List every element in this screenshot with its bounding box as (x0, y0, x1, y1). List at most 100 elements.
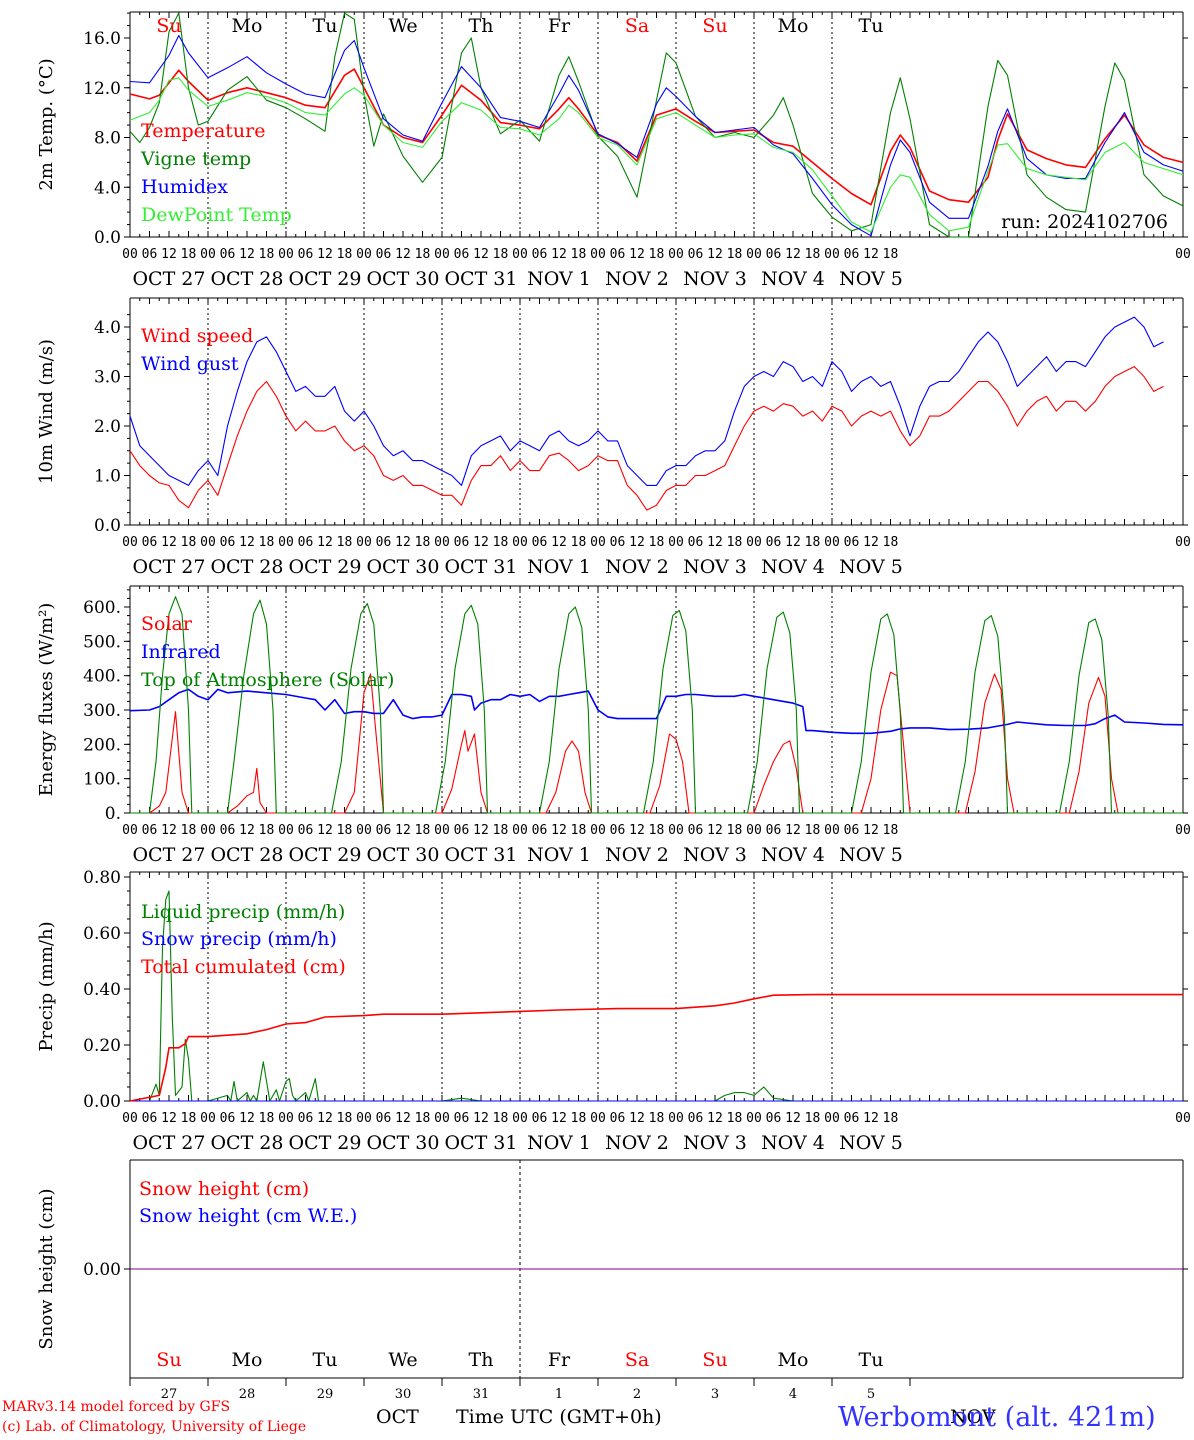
panel-precip-hour-label: 00 (434, 1111, 450, 1126)
day-label-bottom: We (388, 1349, 417, 1371)
panel-temp-date-label: NOV 2 (605, 268, 669, 290)
panel-energy-ytick-label: 300. (83, 701, 121, 721)
panel-wind-hour-label: 06 (844, 535, 860, 550)
panel-wind-hour-label: 12 (551, 535, 567, 550)
panel-energy-hour-label: 12 (707, 823, 723, 838)
panel-precip-hour-label: 12 (317, 1111, 333, 1126)
panel-wind-hour-label: 00 (122, 535, 138, 550)
day-label-top: We (388, 15, 417, 37)
panel-energy-series-infrared (129, 688, 1184, 735)
lab-credit: (c) Lab. of Climatology, University of L… (2, 1419, 307, 1435)
panel-precip-hour-label: 00 (356, 1111, 372, 1126)
panel-precip-ytick-label: 0.20 (83, 1036, 121, 1056)
panel-temp-hour-label: 06 (610, 247, 626, 262)
panel-temp-hour-label: 06 (142, 247, 158, 262)
panel-temp-series-dewpoint-temp (129, 77, 1184, 233)
panel-energy-ytick-label: 100. (83, 770, 121, 790)
panel-wind-hour-label: 18 (649, 535, 665, 550)
panel-temp-hour-label: 12 (629, 247, 645, 262)
panel-wind-date-label: NOV 5 (839, 556, 903, 578)
panel-precip-hour-label: 18 (571, 1111, 587, 1126)
panel-wind-hour-label: 00 (590, 535, 606, 550)
panel-precip-date-label: NOV 5 (839, 1132, 903, 1154)
panel-energy-hour-label: 06 (688, 823, 704, 838)
panel-wind-hour-label: 06 (220, 535, 236, 550)
panel-temp-hour-label: 06 (688, 247, 704, 262)
panel-wind-date-label: OCT 30 (366, 556, 439, 578)
panel-energy-hour-label: 12 (863, 823, 879, 838)
panel-temp-hour-label: 12 (473, 247, 489, 262)
panel-precip-hour-label: 12 (785, 1111, 801, 1126)
panel-temp-hour-label: 18 (181, 247, 197, 262)
panel-wind-series-wind-speed (129, 366, 1164, 511)
panel-temp-date-label: OCT 29 (288, 268, 361, 290)
panel-temp-hour-label: 12 (161, 247, 177, 262)
panel-precip-hour-label: 00 (122, 1111, 138, 1126)
panel-precip-date-label: OCT 27 (132, 1132, 205, 1154)
day-number-label: 4 (789, 1387, 797, 1402)
panel-wind-ytick-label: 1.0 (94, 467, 121, 487)
panel-wind-hour-label: 00 (434, 535, 450, 550)
panel-temp-legend-humidex: Humidex (141, 176, 228, 198)
day-number-label: 29 (317, 1387, 334, 1402)
day-number-label: 30 (395, 1387, 412, 1402)
panel-temp-hour-label: 06 (766, 247, 782, 262)
panel-precip-hour-label: 18 (883, 1111, 899, 1126)
day-label-bottom: Sa (625, 1349, 649, 1371)
panel-temp-legend-temperature: Temperature (141, 120, 265, 142)
panel-energy-hour-label: 06 (376, 823, 392, 838)
day-number-label: 28 (239, 1387, 256, 1402)
panel-temp-hour-label: 18 (727, 247, 743, 262)
panel-wind-hour-label: 06 (688, 535, 704, 550)
panel-temp-date-label: OCT 27 (132, 268, 205, 290)
panel-precip-ylabel: Precip (mm/h) (36, 921, 57, 1051)
panel-snow-legend-snow-height-cm-w-e-: Snow height (cm W.E.) (139, 1205, 357, 1227)
panel-energy-hour-label: 12 (317, 823, 333, 838)
model-credit: MARv3.14 model forced by GFS (2, 1399, 231, 1415)
panel-temp-hour-label: 18 (337, 247, 353, 262)
panel-energy-hour-label: 00 (1175, 823, 1191, 838)
panel-wind-date-label: NOV 1 (527, 556, 591, 578)
panel-wind-hour-label: 12 (629, 535, 645, 550)
panel-energy-ytick-label: 500. (83, 632, 121, 652)
panel-wind-date-label: OCT 27 (132, 556, 205, 578)
panel-precip-hour-label: 18 (181, 1111, 197, 1126)
panel-precip-hour-label: 06 (220, 1111, 236, 1126)
panel-energy-hour-label: 06 (766, 823, 782, 838)
panel-energy-hour-label: 18 (493, 823, 509, 838)
panel-energy-hour-label: 00 (122, 823, 138, 838)
panel-temp-hour-label: 12 (785, 247, 801, 262)
panel-precip-hour-label: 12 (629, 1111, 645, 1126)
panel-energy-date-label: OCT 30 (366, 844, 439, 866)
panel-wind-hour-label: 00 (200, 535, 216, 550)
panel-precip-hour-label: 12 (239, 1111, 255, 1126)
panel-energy-hour-label: 06 (610, 823, 626, 838)
panel-precip-hour-label: 00 (1175, 1111, 1191, 1126)
panel-precip-series-liquid-precip-mm-h- (130, 890, 1183, 1102)
panel-energy-legend-infrared: Infrared (141, 641, 221, 663)
panel-precip-hour-label: 18 (805, 1111, 821, 1126)
panel-wind-hour-label: 12 (161, 535, 177, 550)
day-label-bottom: Su (156, 1349, 181, 1371)
panel-precip-hour-label: 18 (649, 1111, 665, 1126)
panel-energy-series-top-of-atmosphere-solar- (130, 596, 1183, 814)
panel-temp-hour-label: 18 (805, 247, 821, 262)
panel-energy-hour-label: 18 (649, 823, 665, 838)
panel-energy-hour-label: 00 (512, 823, 528, 838)
day-label-top: Sa (625, 15, 649, 37)
run-label: run: 2024102706 (1001, 211, 1168, 233)
panel-energy-date-label: NOV 4 (761, 844, 825, 866)
panel-snow-ylabel: Snow height (cm) (36, 1188, 57, 1349)
panel-wind-hour-label: 12 (395, 535, 411, 550)
day-label-top: Tu (313, 15, 338, 37)
panel-precip-hour-label: 06 (532, 1111, 548, 1126)
panel-precip-hour-label: 00 (668, 1111, 684, 1126)
panel-wind-hour-label: 18 (805, 535, 821, 550)
panel-temp-hour-label: 06 (298, 247, 314, 262)
day-number-label: 5 (867, 1387, 875, 1402)
panel-wind-hour-label: 06 (298, 535, 314, 550)
panel-wind-hour-label: 12 (707, 535, 723, 550)
panel-energy-date-label: OCT 29 (288, 844, 361, 866)
panel-precip-date-label: OCT 28 (210, 1132, 283, 1154)
